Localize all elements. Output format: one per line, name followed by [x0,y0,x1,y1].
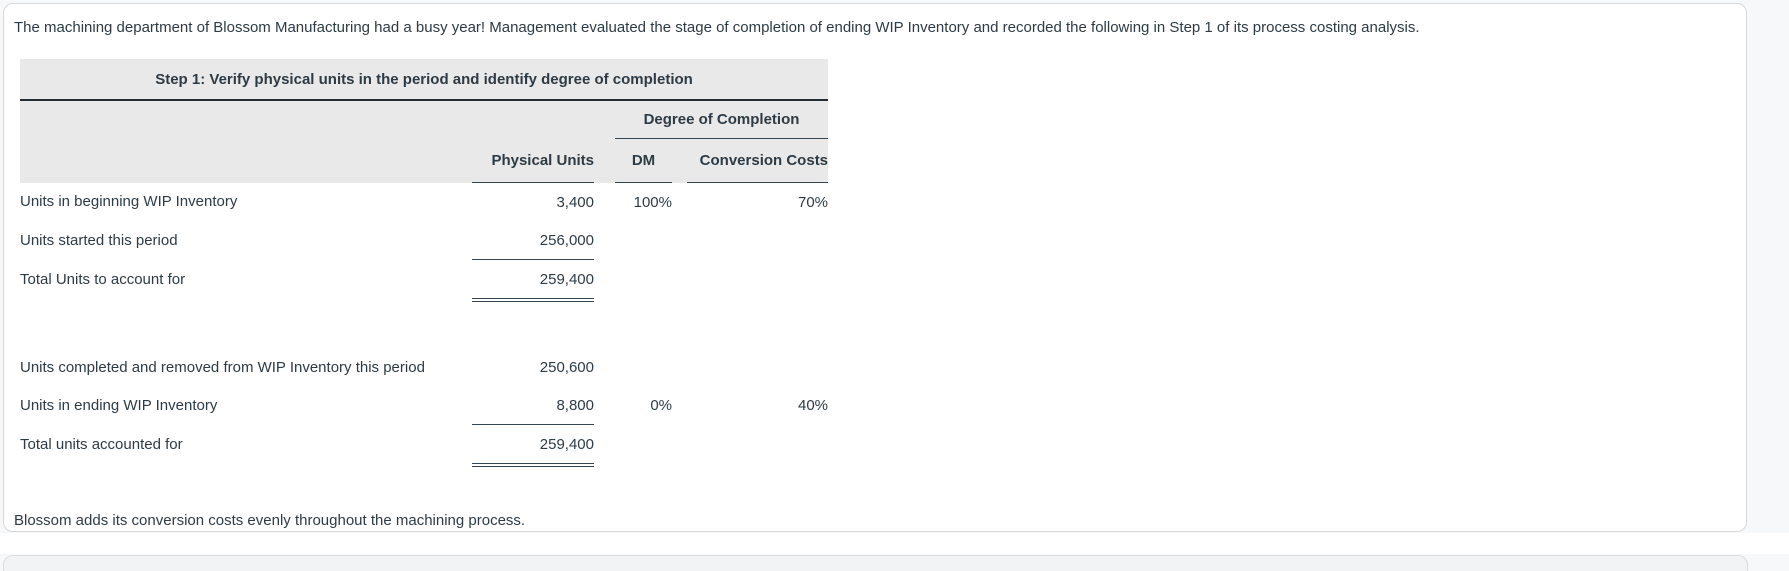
dm-value [615,348,672,386]
dm-value [615,259,672,300]
conversion-costs-value [687,221,829,260]
problem-statement: The machining department of Blossom Manu… [14,19,1420,36]
header-spacer [594,138,615,183]
row-label: Total units accounted for [20,424,472,465]
question-card: The machining department of Blossom Manu… [3,3,1747,532]
conversion-note: Blossom adds its conversion costs evenly… [14,512,526,529]
header-spacer [672,138,687,183]
conversion-costs-value: 40% [687,386,829,425]
header-spacer [20,138,472,183]
dm-value: 100% [615,182,672,221]
table-title: Step 1: Verify physical units in the per… [20,59,829,101]
dm-value: 0% [615,386,672,425]
header-spacer [20,100,594,139]
degree-of-completion-header: Degree of Completion [615,100,829,139]
physical-units-value: 259,400 [472,424,594,467]
col-header-dm: DM [615,138,672,183]
physical-units-value: 259,400 [472,259,594,302]
conversion-costs-value [687,259,829,300]
spacer-row [20,300,829,348]
conversion-costs-value [687,424,829,465]
col-header-conversion-costs: Conversion Costs [687,138,829,183]
step1-table: Step 1: Verify physical units in the per… [20,59,829,467]
col-header-physical-units: Physical Units [472,138,594,183]
table-title-row: Step 1: Verify physical units in the per… [20,59,829,101]
dm-value [615,221,672,260]
row-label: Total Units to account for [20,259,472,300]
row-label: Units started this period [20,221,472,260]
row-label: Units completed and removed from WIP Inv… [20,348,472,386]
degree-header-row: Degree of Completion [20,100,829,139]
conversion-costs-value [687,348,829,386]
column-header-row: Physical Units DM Conversion Costs [20,138,829,183]
physical-units-value: 8,800 [472,386,594,425]
next-panel-edge [3,555,1748,571]
table-row: Total units accounted for 259,400 [20,424,829,467]
table-row: Total Units to account for 259,400 [20,259,829,302]
row-label: Units in beginning WIP Inventory [20,182,472,221]
physical-units-value: 250,600 [472,348,594,386]
physical-units-value: 256,000 [472,221,594,260]
table-row: Units started this period 256,000 [20,221,829,260]
table-row: Units in beginning WIP Inventory 3,400 1… [20,182,829,221]
card-gap [0,533,1789,554]
physical-units-value: 3,400 [472,182,594,221]
header-spacer [594,100,615,139]
conversion-costs-value: 70% [687,182,829,221]
table-row: Units completed and removed from WIP Inv… [20,348,829,386]
table-row: Units in ending WIP Inventory 8,800 0% 4… [20,386,829,425]
dm-value [615,424,672,465]
row-label: Units in ending WIP Inventory [20,386,472,425]
